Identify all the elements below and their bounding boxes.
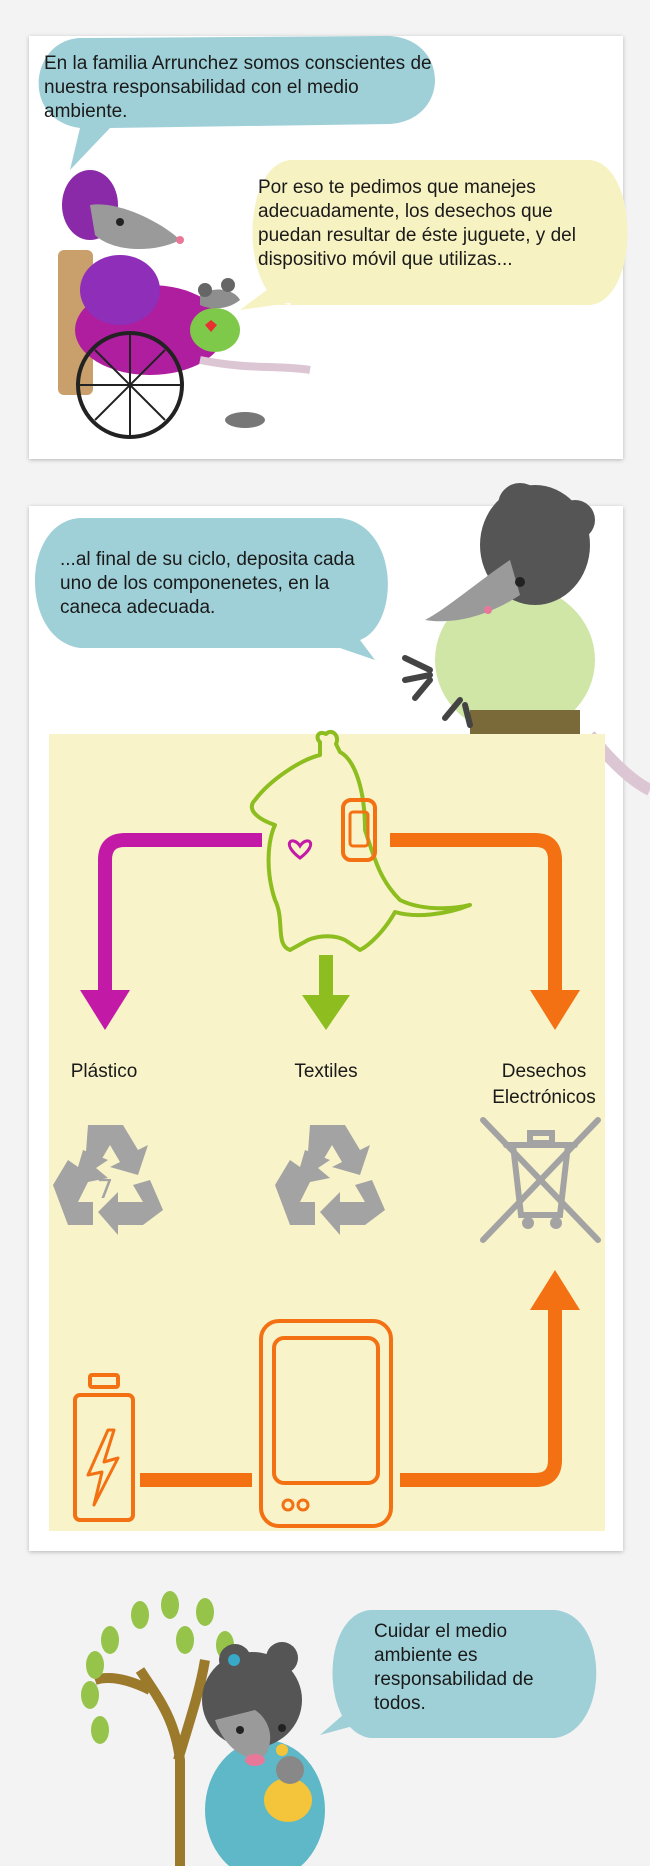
- bubble-2-text: Por eso te pedimos que manejes adecuadam…: [258, 177, 576, 270]
- speech-bubble-2: [240, 160, 628, 310]
- battery-icon: [73, 1373, 135, 1522]
- speech-bubble-3: [35, 518, 388, 660]
- phone-icon: [259, 1319, 393, 1528]
- grandma-wheelchair-illustration: [58, 170, 311, 439]
- crossed-bin-icon: [480, 1117, 601, 1243]
- category-label-textiles: Textiles: [294, 1061, 358, 1082]
- recycle-number: 7: [97, 1175, 114, 1205]
- bubble-3-text: ...al final de su ciclo, deposita cada u…: [60, 549, 355, 618]
- bubble-1-text: En la familia Arrunchez somos consciente…: [44, 53, 432, 122]
- bubble-4-text: Cuidar el medio ambiente es responsabili…: [374, 1621, 534, 1714]
- speech-bubble-1: [38, 36, 435, 170]
- category-label-electronicos: Desechos Electrónicos: [492, 1061, 596, 1108]
- category-label-plastico: Plástico: [70, 1061, 138, 1082]
- opossum-sweater-illustration: [402, 483, 650, 796]
- recycle-7-icon: 7: [53, 1125, 163, 1235]
- recycle-icon: [275, 1125, 385, 1235]
